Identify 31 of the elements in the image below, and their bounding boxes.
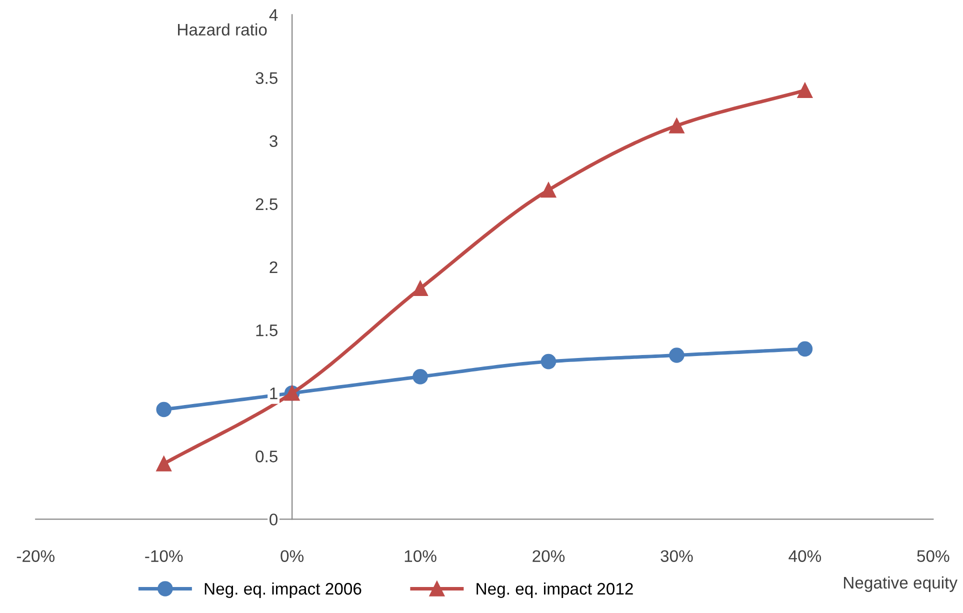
y-tick-label: 0 — [270, 514, 278, 526]
x-tick-label: 50% — [917, 550, 950, 562]
x-tick-label: 40% — [788, 550, 822, 562]
y-tick-label: 0.5 — [256, 450, 278, 462]
point — [797, 82, 813, 98]
point — [412, 280, 428, 296]
point — [540, 354, 556, 370]
x-tick-label: 10% — [404, 550, 436, 562]
x-tick-label: -20% — [16, 550, 54, 562]
x-tick-label: -10% — [145, 550, 183, 562]
y-axis-title: Hazard ratio — [178, 23, 267, 36]
y-tick-label: 1 — [270, 388, 278, 400]
point — [540, 182, 556, 198]
y-tick-label: 4 — [269, 9, 278, 21]
y-tick-label: 3 — [270, 135, 278, 148]
legend-label: Neg. eq. impact 2006 — [204, 582, 362, 598]
point — [797, 341, 813, 357]
x-tick-label: 0% — [280, 550, 304, 562]
y-tick-label: 1.5 — [256, 324, 278, 336]
x-tick-label: 30% — [660, 550, 693, 562]
x-tick-label: 20% — [532, 550, 565, 562]
point — [156, 456, 172, 472]
point — [669, 348, 684, 363]
y-tick-label: 2 — [270, 261, 278, 273]
point — [669, 118, 684, 134]
y-tick-label: 2.5 — [256, 198, 278, 210]
point — [412, 369, 428, 384]
point — [156, 402, 172, 418]
legend-label: Neg. eq. impact 2012 — [476, 582, 633, 598]
y-tick-label: 3.5 — [256, 72, 278, 84]
x-axis-title: Negative equity — [844, 576, 958, 592]
